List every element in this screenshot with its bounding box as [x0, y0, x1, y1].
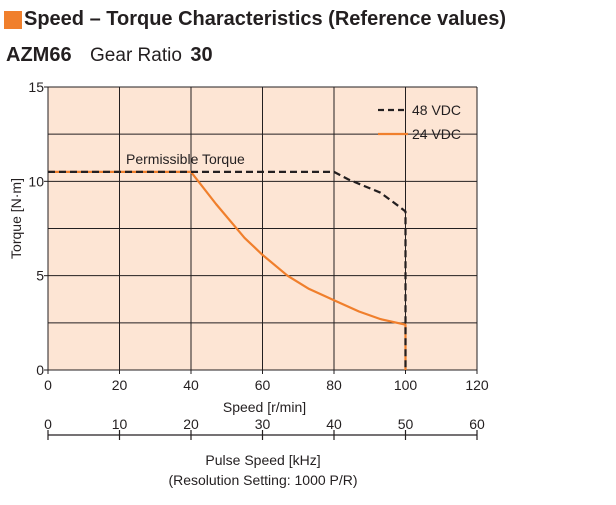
title-marker	[4, 10, 22, 29]
axes: 0 5 10 15 0 20 40 60 80 100 120 0 10 20 30 40 50 60	[28, 79, 489, 440]
pulse-tick-label: 0	[44, 416, 52, 432]
pulse-tick-label: 60	[469, 416, 485, 432]
pulse-tick-label: 30	[255, 416, 271, 432]
y-tick-label: 15	[28, 79, 44, 95]
x-tick-label: 80	[326, 377, 342, 393]
chart-title: Speed – Torque Characteristics (Referenc…	[24, 8, 507, 30]
gear-ratio-value: 30	[190, 44, 213, 66]
x-tick-label: 40	[183, 377, 199, 393]
x-tick-label: 20	[112, 377, 128, 393]
permissible-torque-annotation: Permissible Torque	[126, 151, 245, 167]
y-tick-label: 10	[28, 173, 44, 189]
pulse-tick-label: 50	[398, 416, 414, 432]
series-lines	[48, 170, 407, 370]
title-row: Speed – Torque Characteristics (Referenc…	[4, 8, 506, 31]
x-tick-label: 100	[394, 377, 418, 393]
x-tick-label: 0	[44, 377, 52, 393]
legend-label-24vdc: 24 VDC	[412, 126, 461, 142]
legend: 48 VDC 24 VDC	[378, 102, 461, 142]
pulse-tick-label: 40	[326, 416, 342, 432]
x-tick-label: 60	[255, 377, 271, 393]
subtitle-row: AZM66 Gear Ratio 30	[6, 44, 213, 67]
y-tick-label: 5	[36, 268, 44, 284]
legend-label-48vdc: 48 VDC	[412, 102, 461, 118]
x-axis-label: Speed [r/min]	[223, 399, 306, 415]
y-tick-label: 0	[36, 362, 44, 378]
pulse-tick-label: 20	[183, 416, 199, 432]
x-tick-label: 120	[465, 377, 489, 393]
pulse-tick-label: 10	[112, 416, 128, 432]
series-line-24vdc	[48, 170, 407, 370]
gear-ratio-label: Gear Ratio	[90, 45, 182, 66]
y-axis-label: Torque [N·m]	[8, 178, 24, 259]
resolution-setting-label: (Resolution Setting: 1000 P/R)	[168, 472, 357, 488]
pulse-axis-label: Pulse Speed [kHz]	[205, 452, 320, 468]
series-line-48vdc	[48, 170, 407, 370]
model-name: AZM66	[6, 44, 72, 66]
